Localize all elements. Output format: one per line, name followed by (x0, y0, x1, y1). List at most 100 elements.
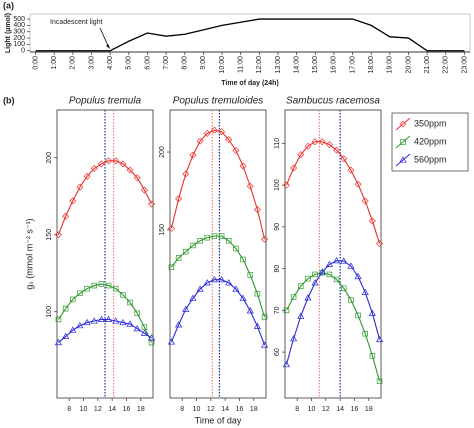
data-point (141, 324, 148, 330)
data-point (218, 233, 225, 239)
y-tick-label: 500 (13, 16, 25, 23)
x-tick-label: 3:00 (88, 56, 95, 70)
data-point (133, 324, 141, 332)
data-point (69, 197, 77, 205)
x-tick-label: 14 (336, 406, 344, 413)
panel-title: Populus tremula (69, 96, 142, 107)
y-tick-label: 400 (13, 22, 25, 29)
data-point (233, 245, 239, 252)
y-tick-label: 100 (274, 179, 281, 191)
x-tick-label: 9:00 (200, 56, 207, 70)
x-tick-label: 4:00 (107, 56, 114, 70)
annotation: Incadescent light (50, 19, 103, 26)
x-tick-label: 14 (221, 406, 229, 413)
panel-title: Sambucus racemosa (286, 96, 380, 107)
data-point (203, 129, 211, 137)
data-point (326, 271, 333, 278)
data-point (312, 271, 318, 278)
data-point (225, 279, 233, 286)
x-tick-label: 13:00 (275, 56, 282, 74)
x-tick-label: 10 (308, 406, 316, 413)
y-tick-label: 150 (46, 229, 53, 241)
data-point (148, 200, 156, 208)
data-point (376, 240, 384, 248)
data-point (197, 238, 203, 244)
legend-line (395, 153, 411, 167)
data-point (282, 360, 291, 368)
y-tick-label: 0 (21, 48, 25, 55)
annotation-arrow (99, 27, 109, 47)
data-point (340, 285, 347, 291)
data-point (189, 294, 197, 301)
data-point (368, 309, 377, 316)
data-point (182, 170, 190, 178)
data-point (325, 260, 334, 267)
data-point (282, 181, 290, 189)
data-point (218, 128, 226, 136)
data-point (105, 157, 113, 165)
x-tick-label: 0:00 (32, 56, 39, 70)
data-point (253, 206, 261, 214)
series-line (285, 272, 381, 382)
data-point (246, 182, 254, 190)
data-point (183, 248, 189, 255)
data-point (182, 305, 190, 312)
x-tick-label: 20:00 (405, 56, 412, 74)
data-point (203, 279, 211, 286)
panel-label: (b) (3, 95, 15, 105)
panel-label: (a) (3, 0, 14, 10)
x-tick-label: 12:00 (256, 56, 263, 74)
x-tick-label: 18 (137, 406, 145, 413)
data-point (174, 321, 183, 328)
data-point (77, 290, 83, 297)
x-axis-label: Time of day (195, 415, 242, 425)
plot-frame (169, 109, 267, 399)
legend-line (395, 117, 411, 131)
data-point (399, 120, 407, 128)
data-point (134, 310, 140, 317)
data-point (318, 138, 326, 146)
data-point (297, 312, 305, 319)
data-point (297, 151, 305, 159)
y-tick-label: 200 (46, 152, 53, 164)
x-tick-label: 18 (250, 406, 258, 413)
data-point (311, 138, 319, 146)
series-line (170, 129, 266, 240)
x-tick-label: 8:00 (182, 56, 189, 70)
series-line (285, 260, 381, 365)
legend-line (395, 135, 411, 149)
data-point (290, 294, 297, 300)
data-point (261, 235, 269, 243)
y-tick-label: 110 (274, 138, 281, 149)
data-point (239, 162, 247, 170)
x-tick-label: 2:00 (70, 56, 77, 70)
data-point (232, 146, 240, 154)
x-tick-label: 10:00 (219, 56, 226, 74)
data-point (239, 294, 247, 301)
data-point (112, 285, 119, 292)
data-point (210, 126, 218, 134)
data-point (97, 315, 106, 323)
x-tick-label: 10 (80, 406, 88, 413)
legend-label: 350ppm (414, 118, 447, 128)
x-tick-label: 5:00 (126, 56, 133, 70)
y-tick-label: 300 (13, 29, 25, 36)
data-point (289, 335, 298, 342)
data-point (253, 322, 262, 329)
data-point (298, 283, 304, 289)
x-tick-label: 8 (180, 406, 184, 413)
y-tick-label: 80 (274, 265, 281, 273)
data-point (69, 326, 77, 333)
data-point (54, 231, 62, 239)
x-tick-label: 22:00 (443, 56, 450, 74)
data-point (246, 307, 254, 314)
data-point (333, 276, 340, 283)
y-tick-label: 100 (13, 41, 25, 48)
data-point (311, 279, 319, 286)
data-point (325, 141, 333, 149)
data-point (55, 316, 62, 323)
x-tick-label: 21:00 (424, 56, 431, 74)
x-axis-label: Time of day (24h) (221, 80, 278, 87)
data-point (304, 294, 312, 301)
data-point (190, 242, 196, 249)
